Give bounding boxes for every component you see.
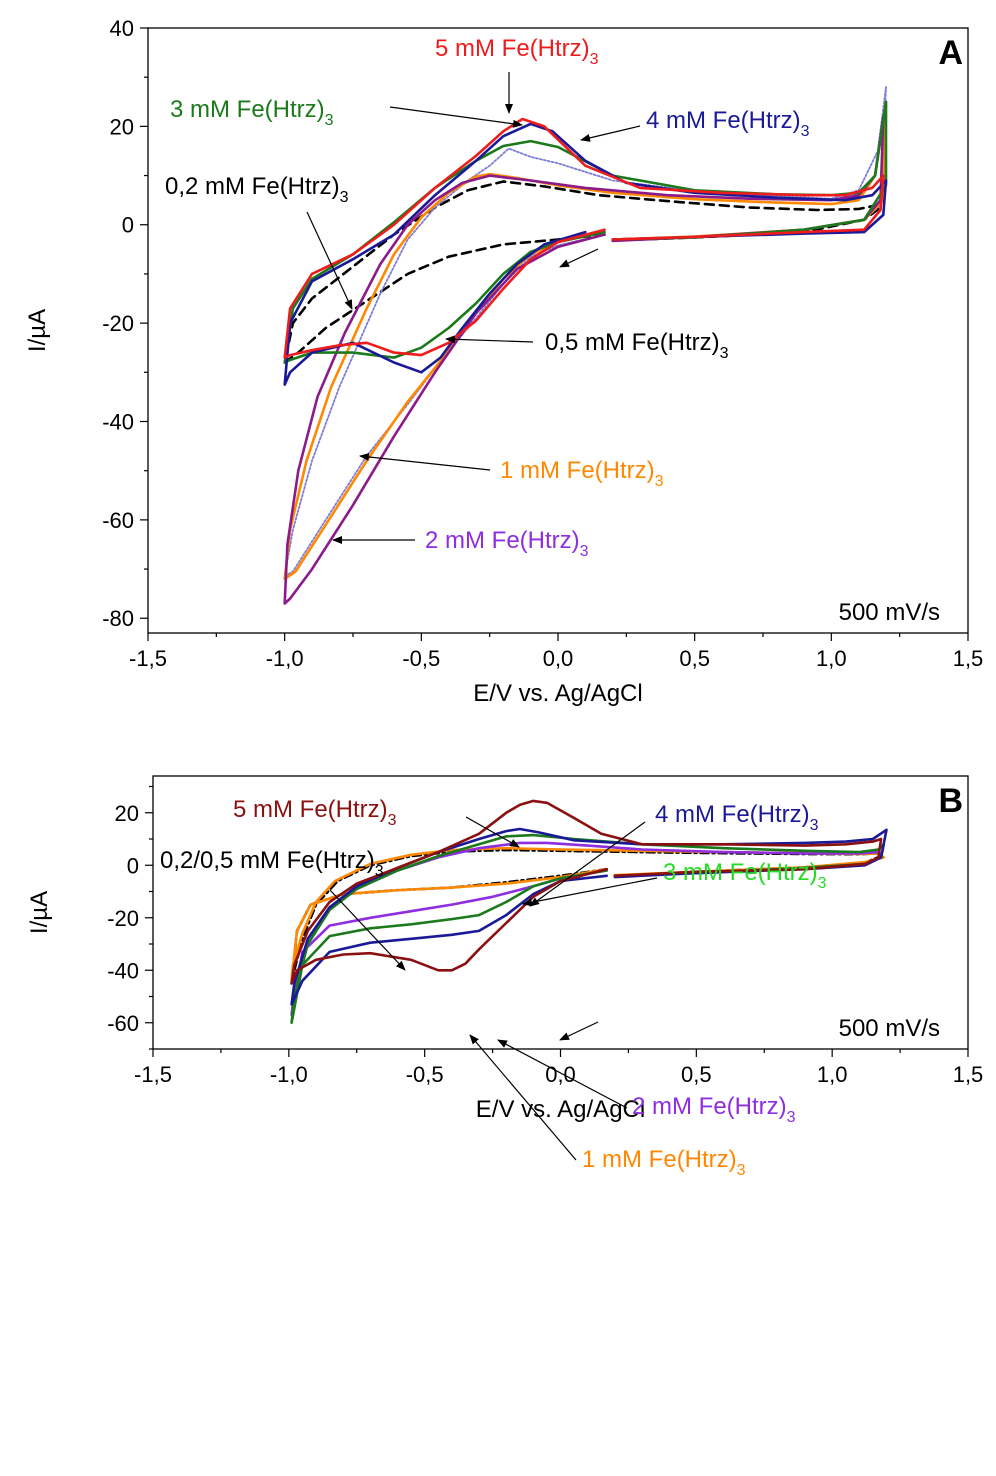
series-label: 3 mM Fe(Htrz)3 bbox=[170, 96, 334, 129]
x-axis-label: E/V vs. Ag/AgCl bbox=[473, 680, 642, 707]
label-leader-arrow bbox=[529, 821, 646, 907]
x-tick-label: 1,5 bbox=[953, 646, 984, 671]
y-tick-label: 0 bbox=[127, 853, 139, 878]
series-label: 3 mM Fe(Htrz)3 bbox=[663, 859, 827, 892]
series-label: 2 mM Fe(Htrz)3 bbox=[425, 527, 589, 560]
y-tick-label: -60 bbox=[107, 1011, 139, 1036]
panel-letter: B bbox=[938, 782, 963, 820]
label-leader-arrow bbox=[522, 877, 658, 907]
x-tick-label: 0,0 bbox=[545, 1062, 576, 1087]
y-tick-label: -60 bbox=[102, 508, 134, 533]
x-axis-label: E/V vs. Ag/AgCl bbox=[476, 1096, 645, 1123]
x-tick-label: -1,5 bbox=[129, 646, 167, 671]
series-label: 5 mM Fe(Htrz)3 bbox=[435, 35, 599, 68]
y-tick-label: 20 bbox=[115, 801, 139, 826]
x-tick-label: 0,0 bbox=[543, 646, 574, 671]
x-tick-label: 1,0 bbox=[817, 1062, 848, 1087]
series-5-mm-fe-htrz-3 bbox=[283, 117, 885, 359]
series-label: 0,2/0,5 mM Fe(Htrz)3 bbox=[160, 847, 384, 880]
x-tick-label: -1,0 bbox=[266, 646, 304, 671]
label-leader-arrow bbox=[359, 452, 491, 471]
y-tick-label: -20 bbox=[107, 906, 139, 931]
y-tick-label: -40 bbox=[102, 409, 134, 434]
x-tick-label: 0,5 bbox=[681, 1062, 712, 1087]
series-label: 0,5 mM Fe(Htrz)3 bbox=[545, 329, 729, 362]
scan-rate-annotation: 500 mV/s bbox=[839, 1015, 940, 1042]
series-label: 0,2 mM Fe(Htrz)3 bbox=[165, 173, 349, 206]
label-leader-arrow bbox=[329, 889, 406, 971]
x-tick-label: -0,5 bbox=[402, 646, 440, 671]
series-label: 2 mM Fe(Htrz)3 bbox=[632, 1093, 796, 1126]
y-tick-label: 0 bbox=[122, 213, 134, 238]
label-leader-arrow bbox=[580, 125, 641, 142]
panel-b: -1,5 -1,0 -0,5 0,0 0,5 1,0 1,5 -60 -40 -20 0 20 E/V … bbox=[26, 775, 984, 1179]
label-leader-arrow bbox=[465, 816, 520, 848]
y-tick-label: -80 bbox=[102, 606, 134, 631]
label-leader-arrow bbox=[497, 1039, 628, 1109]
label-leader-arrow bbox=[445, 335, 534, 344]
series-5-mm-fe-htrz-3 bbox=[290, 799, 883, 985]
label-leader-arrow bbox=[389, 106, 523, 128]
y-tick-label: 40 bbox=[110, 16, 134, 41]
x-tick-label: -0,5 bbox=[406, 1062, 444, 1087]
y-tick-label: -20 bbox=[102, 311, 134, 336]
series-label: 5 mM Fe(Htrz)3 bbox=[233, 796, 397, 829]
series-label: 1 mM Fe(Htrz)3 bbox=[500, 457, 664, 490]
y-tick-label: -40 bbox=[107, 958, 139, 983]
scan-direction-arrow bbox=[559, 1021, 599, 1041]
x-tick-label: 1,0 bbox=[816, 646, 847, 671]
y-axis-label: I/µA bbox=[26, 891, 53, 934]
x-tick-label: -1,0 bbox=[270, 1062, 308, 1087]
series-0-2-mm-fe-htrz-3 bbox=[283, 180, 882, 364]
panel-a: -1,5 -1,0 -0,5 0,0 0,5 1,0 1,5 -80 -60 -40 -20 0 20 4… bbox=[24, 16, 983, 707]
y-tick-label: 20 bbox=[110, 114, 134, 139]
label-leader-arrow bbox=[469, 1034, 577, 1161]
x-tick-label: -1,5 bbox=[134, 1062, 172, 1087]
scan-rate-annotation: 500 mV/s bbox=[839, 599, 940, 626]
x-tick-label: 1,5 bbox=[953, 1062, 984, 1087]
y-axis-label: I/µA bbox=[24, 309, 51, 352]
label-leader-arrow bbox=[306, 211, 353, 310]
series-label: 4 mM Fe(Htrz)3 bbox=[655, 801, 819, 834]
x-tick-label: 0,5 bbox=[679, 646, 710, 671]
series-label: 4 mM Fe(Htrz)3 bbox=[646, 107, 810, 140]
series-label: 1 mM Fe(Htrz)3 bbox=[582, 1146, 746, 1179]
scan-direction-arrow bbox=[559, 248, 599, 268]
panel-letter: A bbox=[938, 34, 963, 72]
